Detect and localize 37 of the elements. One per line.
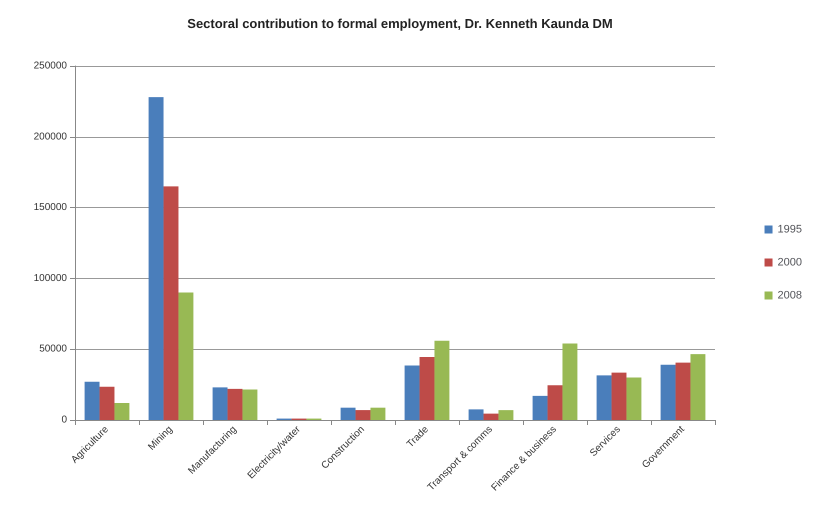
bar	[676, 362, 690, 420]
bar	[660, 364, 676, 420]
bar	[148, 97, 164, 420]
bar	[498, 410, 514, 420]
bar	[178, 292, 194, 420]
bar	[596, 375, 612, 420]
bar	[626, 378, 642, 420]
chart-title: Sectoral contribution to formal employment, Dr. Kenneth Kaunda DM	[187, 16, 613, 31]
y-tick-label: 0	[61, 414, 68, 426]
bar	[340, 408, 356, 420]
bar	[370, 408, 386, 420]
y-tick-label: 150000	[34, 202, 68, 214]
bar	[114, 403, 130, 420]
bar	[100, 386, 114, 420]
bar	[242, 390, 258, 420]
bar	[612, 372, 626, 420]
y-tick-label: 50000	[39, 344, 68, 355]
bar	[484, 414, 498, 420]
bar	[690, 354, 706, 420]
y-tick-label: 200000	[34, 131, 68, 142]
legend-label: 2008	[778, 290, 802, 302]
bar	[84, 382, 100, 420]
legend-label: 1995	[778, 224, 802, 236]
bar	[468, 409, 484, 420]
bar	[164, 186, 178, 420]
bar	[228, 388, 242, 420]
bar	[420, 356, 434, 420]
bar	[434, 340, 450, 420]
bar	[212, 387, 228, 420]
bar	[548, 385, 562, 420]
bar	[562, 344, 578, 420]
y-tick-label: 100000	[34, 272, 68, 284]
bar	[404, 365, 420, 420]
legend-label: 2000	[778, 256, 802, 268]
bar	[356, 410, 370, 420]
y-tick-label: 250000	[34, 60, 68, 72]
bar	[532, 396, 548, 420]
